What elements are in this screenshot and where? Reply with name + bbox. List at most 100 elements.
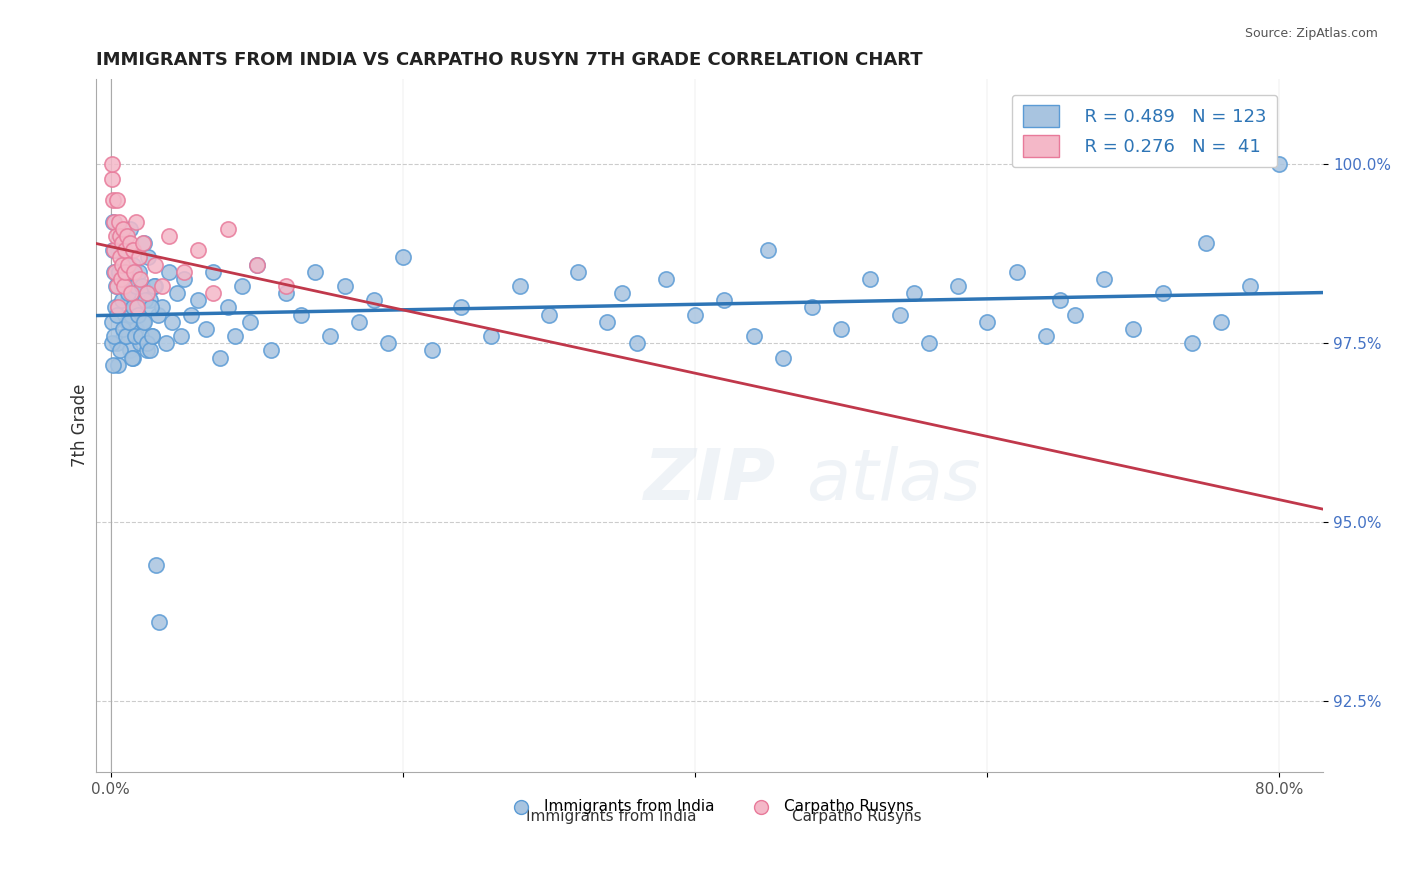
Point: [146, 308, 169, 322]
Point: [136, 343, 159, 358]
Point: [108, 228, 131, 243]
Text: Source: ZipAtlas.com: Source: ZipAtlas.com: [1244, 27, 1378, 40]
Point: [132, 236, 155, 251]
Point: [333, 279, 356, 293]
Point: [135, 336, 157, 351]
Point: [129, 329, 152, 343]
Point: [121, 351, 143, 365]
Point: [101, 214, 124, 228]
Point: [103, 214, 125, 228]
Point: [118, 343, 141, 358]
Point: [107, 244, 129, 258]
Text: atlas: atlas: [807, 447, 981, 516]
Point: [479, 329, 502, 343]
Point: [104, 301, 127, 315]
Point: [124, 329, 146, 343]
Point: [889, 308, 911, 322]
Point: [127, 301, 149, 315]
Point: [187, 293, 209, 308]
Point: [903, 286, 925, 301]
Point: [918, 336, 941, 351]
Point: [115, 228, 138, 243]
Point: [1152, 286, 1174, 301]
Legend: Immigrants from India, Carpatho Rusyns: Immigrants from India, Carpatho Rusyns: [501, 793, 920, 821]
Point: [157, 265, 180, 279]
Point: [112, 329, 135, 343]
Point: [129, 336, 152, 351]
Point: [290, 308, 312, 322]
Point: [1035, 329, 1057, 343]
Point: [115, 329, 138, 343]
Point: [304, 265, 326, 279]
Point: [122, 301, 145, 315]
Point: [114, 265, 136, 279]
Point: [166, 286, 188, 301]
Point: [117, 293, 139, 308]
Point: [683, 308, 706, 322]
Point: [946, 279, 969, 293]
Point: [128, 265, 150, 279]
Point: [377, 336, 399, 351]
Point: [136, 251, 159, 265]
Point: [363, 293, 385, 308]
Point: [1064, 308, 1087, 322]
Text: Carpatho Rusyns: Carpatho Rusyns: [792, 809, 922, 824]
Point: [1209, 315, 1232, 329]
Text: Immigrants from India: Immigrants from India: [526, 809, 697, 824]
Point: [187, 244, 209, 258]
Point: [274, 286, 297, 301]
Y-axis label: 7th Grade: 7th Grade: [72, 384, 89, 467]
Point: [120, 308, 142, 322]
Point: [104, 265, 127, 279]
Point: [347, 315, 370, 329]
Point: [246, 258, 269, 272]
Point: [134, 293, 156, 308]
Point: [420, 343, 443, 358]
Point: [111, 258, 134, 272]
Point: [202, 286, 225, 301]
Point: [118, 236, 141, 251]
Point: [104, 279, 127, 293]
Point: [217, 221, 239, 235]
Point: [111, 279, 134, 293]
Point: [859, 272, 882, 286]
Point: [142, 279, 165, 293]
Point: [110, 343, 132, 358]
Point: [111, 293, 134, 308]
Text: ZIP: ZIP: [644, 447, 776, 516]
Point: [124, 214, 146, 228]
Point: [1005, 265, 1028, 279]
Point: [136, 286, 159, 301]
Point: [131, 279, 153, 293]
Point: [202, 265, 225, 279]
Point: [1181, 336, 1204, 351]
Point: [170, 329, 193, 343]
Point: [173, 272, 195, 286]
Point: [194, 322, 217, 336]
Point: [112, 279, 135, 293]
Point: [155, 336, 177, 351]
Point: [141, 329, 163, 343]
Point: [120, 265, 142, 279]
Point: [1195, 236, 1218, 251]
Point: [1092, 272, 1115, 286]
Point: [134, 236, 156, 251]
Point: [103, 244, 125, 258]
Point: [118, 221, 141, 235]
Point: [1239, 279, 1261, 293]
Point: [103, 265, 125, 279]
Point: [180, 308, 202, 322]
Point: [121, 351, 143, 365]
Point: [148, 615, 170, 630]
Point: [105, 193, 128, 207]
Point: [1122, 322, 1144, 336]
Point: [260, 343, 283, 358]
Point: [101, 193, 124, 207]
Point: [626, 336, 648, 351]
Point: [127, 308, 149, 322]
Point: [105, 279, 128, 293]
Point: [319, 329, 342, 343]
Point: [114, 244, 136, 258]
Point: [132, 315, 155, 329]
Point: [246, 258, 269, 272]
